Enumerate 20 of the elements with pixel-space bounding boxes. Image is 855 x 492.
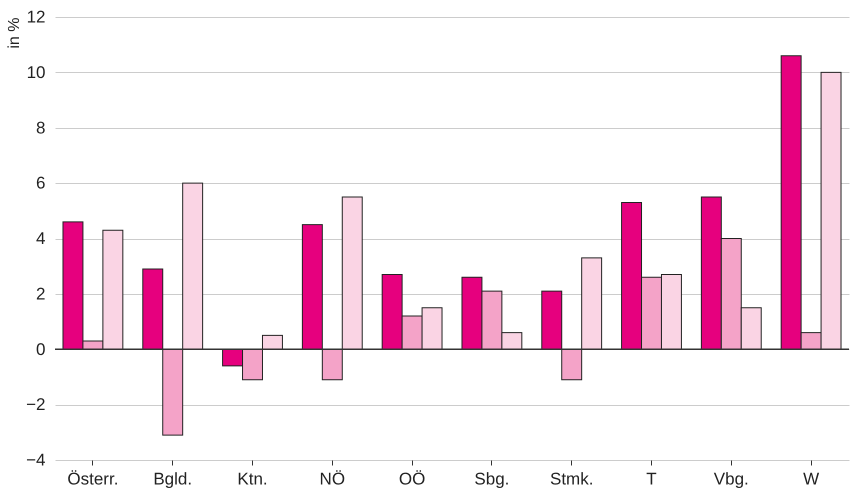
y-tick-label: 4 xyxy=(36,229,46,248)
y-tick-label: 6 xyxy=(36,174,46,193)
x-tick-label: Ktn. xyxy=(237,470,268,488)
y-tick-label: 10 xyxy=(26,62,46,82)
x-tick-label: Stmk. xyxy=(550,470,594,488)
x-tick-label: OÖ xyxy=(398,470,426,488)
y-tick-label: 0 xyxy=(36,340,46,359)
x-tick-label: Sbg. xyxy=(474,470,510,488)
y-tick-label: 2 xyxy=(36,284,46,304)
x-tick-label: NÖ xyxy=(320,470,346,488)
x-tick-label: Vbg. xyxy=(714,470,749,488)
y-axis-title: in % xyxy=(6,18,24,49)
x-tick-label: Österr. xyxy=(67,470,118,488)
y-tick-label: −2 xyxy=(26,395,46,414)
x-tick-label: T xyxy=(646,470,657,488)
y-tick-label: −4 xyxy=(26,450,46,470)
y-tick-label: 8 xyxy=(36,118,46,138)
y-tick-label: 12 xyxy=(26,8,46,26)
x-tick-label: Bgld. xyxy=(153,470,192,488)
x-tick-label: W xyxy=(803,470,820,488)
